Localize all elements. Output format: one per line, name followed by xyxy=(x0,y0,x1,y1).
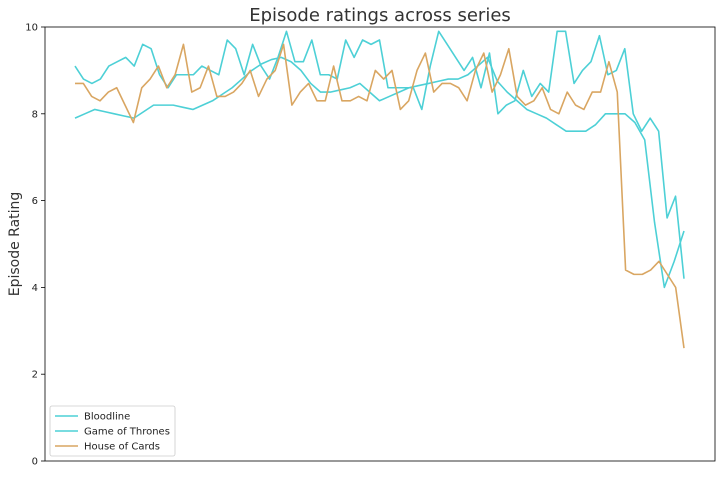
y-tick-label: 10 xyxy=(25,23,38,34)
y-tick-label: 4 xyxy=(32,283,38,294)
y-tick-label: 6 xyxy=(32,196,38,207)
legend-label: Bloodline xyxy=(84,412,130,423)
series-lines xyxy=(75,31,684,348)
y-tick-label: 8 xyxy=(32,109,38,120)
legend: Bloodline Game of Thrones House of Cards xyxy=(50,406,175,456)
series-line-game-of-thrones xyxy=(75,31,684,278)
plot-frame xyxy=(45,27,715,461)
legend-label: Game of Thrones xyxy=(84,427,170,438)
series-line-house-of-cards xyxy=(75,44,684,348)
y-axis-ticks: 0 2 4 6 8 10 xyxy=(25,23,45,468)
y-axis-label: Episode Rating xyxy=(7,192,23,297)
chart-title: Episode ratings across series xyxy=(249,5,511,26)
y-tick-label: 2 xyxy=(32,370,38,381)
y-tick-label: 0 xyxy=(32,457,38,468)
legend-label: House of Cards xyxy=(84,442,160,453)
